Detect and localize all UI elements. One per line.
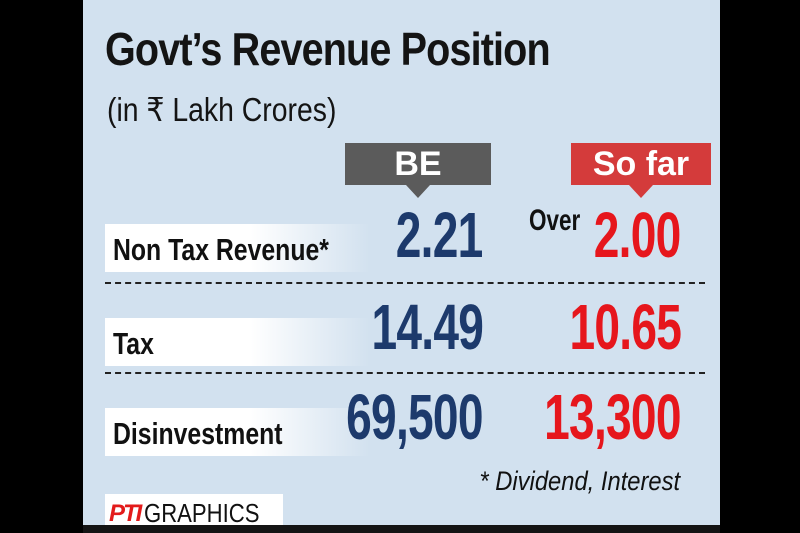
be-column-header: BE (345, 143, 491, 185)
so-far-column-header: So far (571, 143, 711, 185)
so-far-prefix-over: Over (529, 204, 581, 237)
be-value-disinvestment: 69,500 (346, 381, 483, 453)
so-far-value-disinvestment: 13,300 (544, 381, 681, 453)
so-far-value-tax: 10.65 (569, 291, 681, 363)
row-label-text: Non Tax Revenue* (113, 232, 329, 267)
be-header-pointer (406, 185, 430, 198)
row-label-text: Disinvestment (113, 416, 283, 451)
units-subtitle: (in ₹ Lakh Crores) (107, 91, 337, 128)
pti-logo-mark: PTI (109, 499, 142, 527)
infographic-title: Govt’s Revenue Position (105, 23, 551, 75)
row-label-non-tax-revenue: Non Tax Revenue* (105, 224, 370, 272)
infographic-panel: Govt’s Revenue Position (in ₹ Lakh Crore… (83, 0, 720, 533)
footnote: * Dividend, Interest (479, 466, 680, 496)
graphics-credit-text: GRAPHICS (144, 498, 260, 528)
row-label-tax: Tax (105, 318, 370, 366)
so-far-header-pointer (629, 185, 653, 198)
be-value-tax: 14.49 (371, 291, 483, 363)
row-divider (105, 372, 705, 374)
be-value-non-tax-revenue: 2.21 (396, 199, 484, 271)
so-far-value-non-tax-revenue: 2.00 (594, 199, 682, 271)
row-label-text: Tax (113, 326, 154, 361)
bottom-bar (83, 525, 720, 533)
row-label-disinvestment: Disinvestment (105, 408, 370, 456)
row-divider (105, 282, 705, 284)
